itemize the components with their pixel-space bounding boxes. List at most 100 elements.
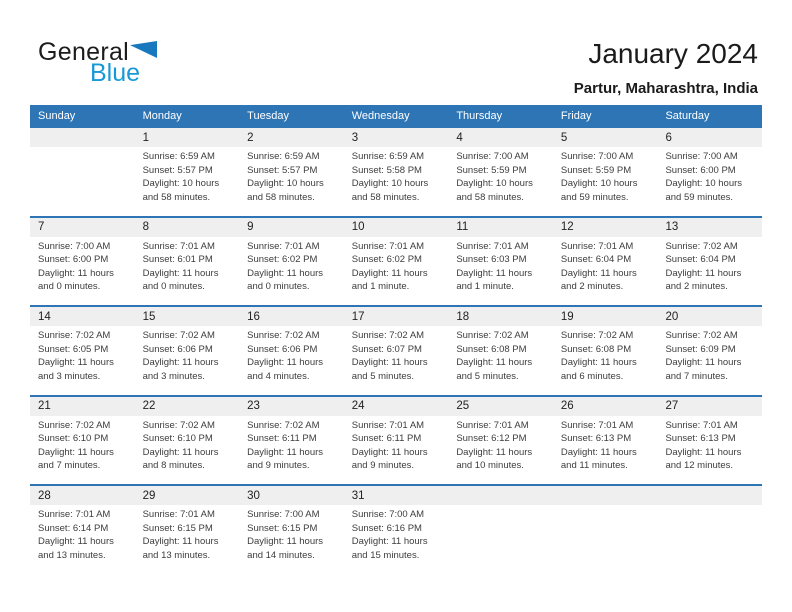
day-cell: 2 Sunrise: 6:59 AM Sunset: 5:57 PM Daylight… [239,128,344,216]
sunset-text: Sunset: 6:02 PM [351,254,422,265]
empty-day-cell [552,486,658,574]
sunrise-text: Sunrise: 7:00 AM [351,509,425,520]
daylight-text: Daylight: 11 hours [247,267,324,279]
sunset-text: Sunset: 6:16 PM [351,522,422,534]
weekday-header: Saturday [665,109,710,122]
daylight-text: and 12 minutes. [665,460,734,471]
day-number: 8 [142,221,149,233]
day-number: 13 [665,221,679,233]
daylight-text: Daylight: 11 hours [456,357,533,368]
day-cell: 8 Sunrise: 7:01 AM Sunset: 6:01 PM Daylight… [134,217,240,306]
daylight-text: Daylight: 11 hours [456,446,533,458]
day-number: 16 [247,310,260,323]
sunrise-text: Sunrise: 7:01 AM [351,419,425,431]
sunset-text: Sunset: 5:59 PM [456,164,527,176]
day-number: 2 [247,131,254,144]
daylight-text: Daylight: 10 hours [351,178,429,189]
daylight-text: Daylight: 11 hours [247,357,324,368]
week-row: 7 Sunrise: 7:00 AM Sunset: 6:00 PM Daylight… [30,215,763,306]
day-cell: 29 Sunrise: 7:01 AM Sunset: 6:15 PM Dayligh… [134,486,240,574]
sunset-text: Sunset: 6:10 PM [142,433,213,444]
day-cell: 18 Sunrise: 7:02 AM Sunset: 6:08 PM Dayligh… [448,307,553,395]
daylight-text: and 7 minutes. [38,460,101,471]
daylight-text: and 0 minutes. [247,281,310,292]
day-details: Sunrise: 7:02 AM Sunset: 6:10 PM Daylight:… [135,416,240,473]
daylight-text: Daylight: 11 hours [560,446,637,458]
daylight-text: and 5 minutes. [456,370,519,382]
sunset-text: Sunset: 6:12 PM [456,433,527,444]
empty-day-cell [448,486,553,574]
weekday-header: Monday [142,109,182,122]
sunrise-text: Sunrise: 7:02 AM [665,330,738,341]
day-cell: 5 Sunrise: 7:00 AM Sunset: 5:59 PM Daylight… [552,128,658,216]
sunset-text: Sunset: 6:02 PM [247,254,318,265]
sunset-text: Sunset: 6:14 PM [38,522,109,534]
sunrise-text: Sunrise: 7:01 AM [142,509,215,520]
daylight-text: Daylight: 11 hours [38,357,114,368]
daylight-text: Daylight: 11 hours [142,357,219,368]
daylight-text: and 0 minutes. [142,281,205,292]
daylight-text: and 1 minute. [351,281,410,292]
day-details: Sunrise: 7:00 AM Sunset: 6:00 PM Daylight:… [30,237,135,294]
day-details: Sunrise: 7:00 AM Sunset: 5:59 PM Daylight:… [553,147,658,204]
weekday-header-row: Sunday Monday Tuesday Wednesday Thursday Frid… [30,105,762,126]
day-cell: 17 Sunrise: 7:02 AM Sunset: 6:07 PM Dayligh… [343,307,449,395]
day-details: Sunrise: 7:00 AM Sunset: 5:59 PM Daylight:… [448,147,553,204]
day-number-band: 28 [30,486,135,505]
daylight-text: and 4 minutes. [247,370,310,382]
sunrise-text: Sunrise: 7:01 AM [560,419,634,431]
sunrise-text: Sunrise: 7:02 AM [247,330,320,341]
day-number-band [30,128,135,147]
day-cell: 27 Sunrise: 7:01 AM Sunset: 6:13 PM Dayligh… [657,396,763,485]
day-details: Sunrise: 7:01 AM Sunset: 6:03 PM Daylight:… [448,237,553,294]
day-number: 7 [38,221,45,233]
page-location: Partur, Maharashtra, India [573,80,758,97]
weekday-header: Wednesday [351,109,410,122]
day-number-band: 15 [134,307,240,326]
sunrise-text: Sunrise: 7:01 AM [247,240,320,252]
day-number: 12 [560,221,574,233]
day-number: 5 [560,131,568,144]
daylight-text: and 9 minutes. [247,460,310,471]
sunset-text: Sunset: 5:58 PM [351,164,422,176]
day-number: 24 [351,400,365,412]
day-number-band: 7 [30,217,135,237]
daylight-text: and 13 minutes. [142,549,211,561]
day-details: Sunrise: 6:59 AM Sunset: 5:57 PM Daylight:… [135,147,240,204]
sunrise-text: Sunrise: 7:01 AM [456,240,529,252]
day-number-band: 16 [239,307,344,326]
day-details: Sunrise: 7:01 AM Sunset: 6:11 PM Daylight:… [344,416,449,473]
sunset-text: Sunset: 6:09 PM [665,343,736,355]
sunset-text: Sunset: 6:07 PM [351,343,422,355]
day-details: Sunrise: 6:59 AM Sunset: 5:57 PM Daylight:… [239,147,344,204]
sunset-text: Sunset: 6:04 PM [560,254,632,265]
sunset-text: Sunset: 6:00 PM [38,254,109,265]
daylight-text: Daylight: 11 hours [665,357,742,368]
empty-day-cell [657,486,763,574]
day-cell: 26 Sunrise: 7:01 AM Sunset: 6:13 PM Dayligh… [552,396,658,485]
day-number-band: 14 [30,307,135,326]
daylight-text: Daylight: 11 hours [665,446,742,458]
day-details: Sunrise: 7:02 AM Sunset: 6:11 PM Daylight:… [239,416,344,473]
daylight-text: and 9 minutes. [351,460,415,471]
day-number-band: 21 [30,396,135,416]
daylight-text: Daylight: 10 hours [665,178,743,189]
weekday-header: Sunday [38,109,76,122]
day-number-band: 6 [657,128,763,147]
sunrise-text: Sunrise: 7:02 AM [38,330,111,341]
daylight-text: Daylight: 11 hours [38,536,114,547]
daylight-text: Daylight: 11 hours [38,446,114,458]
sunset-text: Sunset: 6:08 PM [560,343,632,355]
sunrise-text: Sunrise: 7:02 AM [142,419,215,431]
day-number: 27 [665,400,679,412]
daylight-text: Daylight: 11 hours [456,267,533,279]
day-cell: 28 Sunrise: 7:01 AM Sunset: 6:14 PM Dayligh… [30,486,135,574]
daylight-text: Daylight: 11 hours [142,446,219,458]
logo-text-general: General [38,38,130,66]
day-details: Sunrise: 7:00 AM Sunset: 6:16 PM Daylight:… [344,505,449,562]
sunset-text: Sunset: 6:00 PM [665,164,736,176]
daylight-text: Daylight: 11 hours [560,357,637,368]
sunrise-text: Sunrise: 6:59 AM [247,151,320,162]
daylight-text: and 13 minutes. [38,549,106,561]
page-title: January 2024 [588,38,758,69]
